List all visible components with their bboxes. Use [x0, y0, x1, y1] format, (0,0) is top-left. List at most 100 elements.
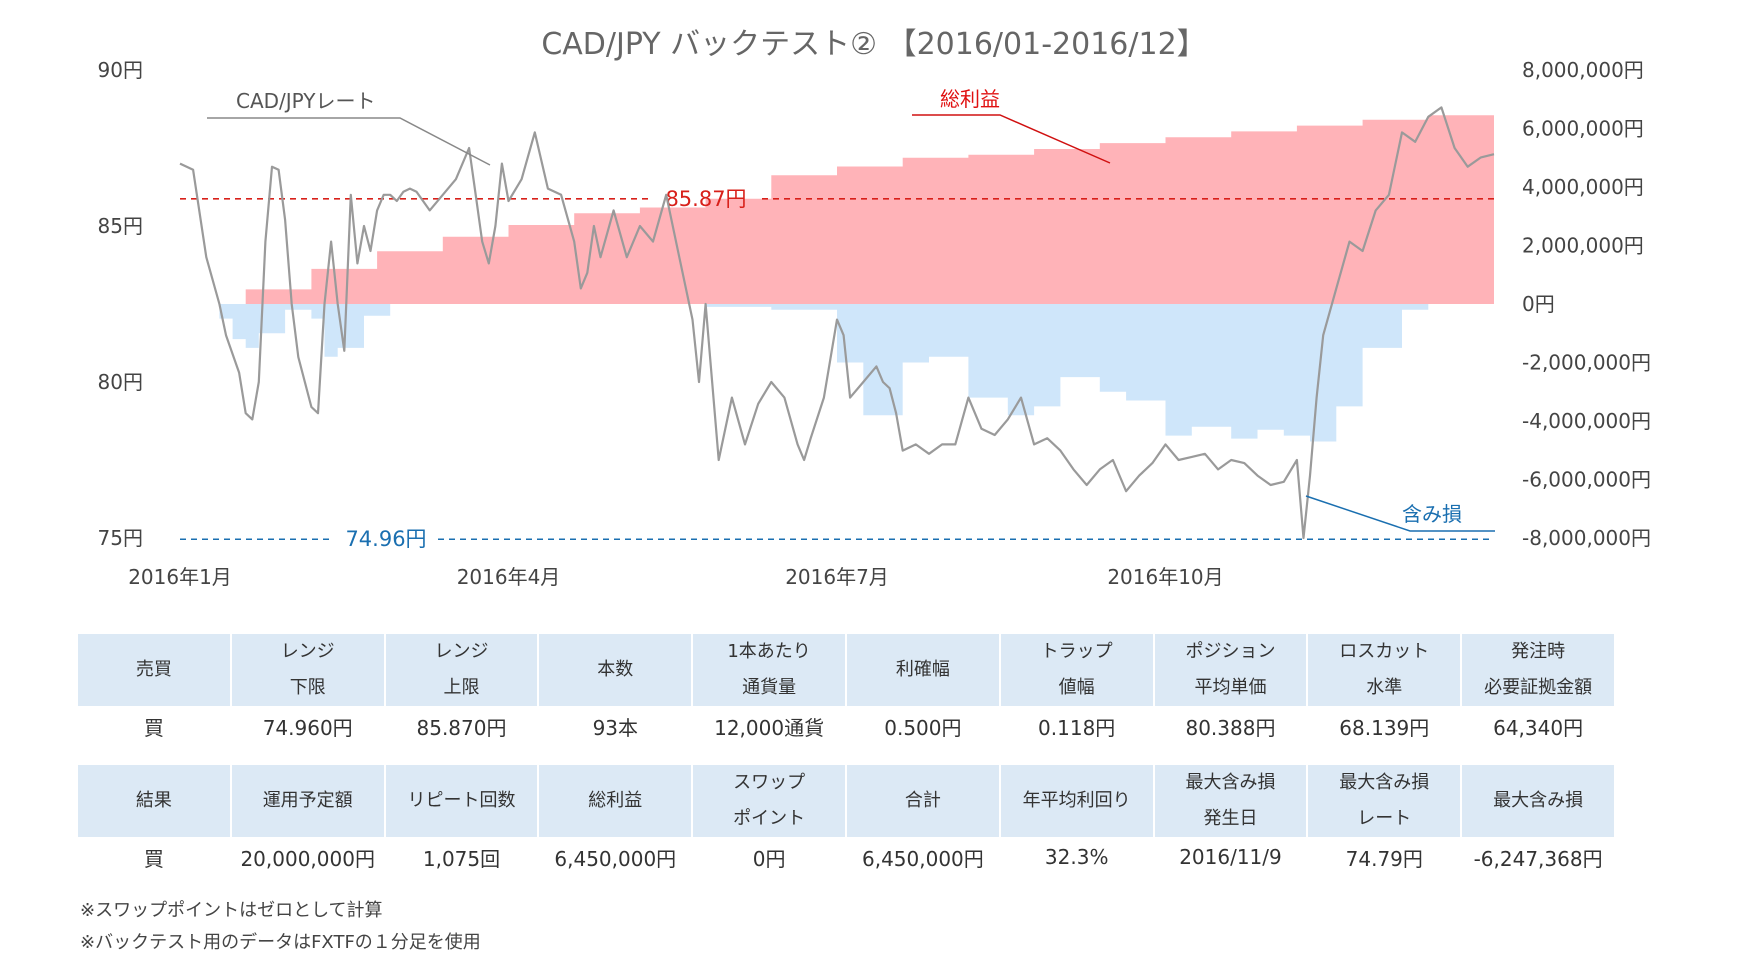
table-header-text: 総利益 [588, 790, 643, 811]
table-header-cell: 結果 [78, 765, 230, 837]
reference-line-label: 74.96円 [345, 527, 426, 551]
table-value-cell: 80.388円 [1185, 715, 1276, 740]
table-header-text: 結果 [135, 790, 172, 811]
table-value-cell: 2016/11/9 [1179, 845, 1282, 869]
table-value-cell: 0.500円 [884, 715, 962, 740]
table-header-text: ロスカット [1339, 641, 1430, 662]
area-layer [180, 115, 1494, 442]
table-header-text: 最大含み損 [1185, 772, 1276, 793]
table-header-text: 運用予定額 [262, 790, 353, 811]
table-header-cell: 総利益 [539, 765, 692, 837]
x-axis-ticks: 2016年1月 2016年4月 2016年7月 2016年10月 [128, 565, 1223, 589]
table-header-cell: 利確幅 [846, 634, 999, 706]
table-header-text: 平均単価 [1194, 677, 1267, 698]
rate-annotation-label: CAD/JPYレート [236, 89, 376, 113]
table-value-cell: 93本 [592, 715, 639, 740]
table-header-text: 利確幅 [895, 659, 950, 680]
table-value-cell: 85.870円 [416, 715, 507, 740]
table-header-text: ポイント [733, 808, 806, 829]
unrealized-loss-area [180, 304, 1494, 442]
rate-annotation-arrow [207, 117, 491, 166]
table-header-text: リピート回数 [407, 790, 516, 811]
parameters-value-row: 買 74.960円 85.870円 93本 12,000通貨 0.500円 0.118円 80… [78, 706, 1614, 746]
table-value-cell: 64,340円 [1493, 715, 1584, 740]
table-header-text: 必要証拠金額 [1484, 677, 1593, 698]
right-tick-label: 4,000,000円 [1522, 175, 1644, 199]
table-header-text: レンジ [434, 641, 489, 662]
table-header-cell: レンジ 下限 [231, 634, 384, 706]
table-header-cell: トラップ 値幅 [1000, 634, 1153, 706]
right-tick-label: 8,000,000円 [1522, 58, 1644, 82]
table-header-cell: 最大含み損 レート [1308, 765, 1461, 837]
table-header-cell: 最大含み損 [1462, 765, 1614, 837]
table-value-cell: -6,247,368円 [1473, 846, 1603, 871]
right-axis-ticks: 8,000,000円 6,000,000円 4,000,000円 2,000,000円… [1522, 58, 1651, 550]
x-tick-label: 2016年10月 [1107, 565, 1223, 589]
right-tick-label: 6,000,000円 [1522, 117, 1644, 141]
table-value-cell: 0円 [752, 846, 786, 871]
table-value-cell: 32.3% [1044, 845, 1109, 869]
table-header-cell: 最大含み損 発生日 [1154, 765, 1307, 837]
profit-annotation-label: 総利益 [940, 87, 1000, 111]
table-header-text: 発生日 [1203, 808, 1258, 829]
reference-lines: 85.87円 74.96円 [180, 187, 1494, 551]
table-value-cell: 0.118円 [1038, 715, 1116, 740]
table-value-cell: 20,000,000円 [240, 846, 375, 871]
right-tick-label: -4,000,000円 [1522, 409, 1651, 433]
unrealized-annotation-label: 含み損 [1402, 502, 1462, 526]
table-header-text: 1本あたり [727, 641, 811, 662]
table-value-cell: 74.960円 [262, 715, 353, 740]
parameters-table: 売買 レンジ 下限 レンジ 上限 本数 1本あたり 通貨量 利確幅 トラップ 値幅 ポジション 平均単価… [76, 634, 1616, 746]
results-value-row: 買 20,000,000円 1,075回 6,450,000円 0円 6,450,000円… [78, 837, 1614, 877]
table-header-cell: 本数 [539, 634, 692, 706]
table-value-cell: 買 [143, 715, 164, 740]
right-tick-label: -6,000,000円 [1522, 468, 1651, 492]
table-header-text: 下限 [289, 677, 326, 698]
table-header-text: スワップ [733, 772, 806, 793]
parameters-header-row: 売買 レンジ 下限 レンジ 上限 本数 1本あたり 通貨量 利確幅 トラップ 値幅 ポジション 平均単価… [78, 634, 1614, 706]
table-header-cell: 1本あたり通貨量 [693, 634, 845, 706]
left-tick-label: 80円 [98, 370, 143, 394]
table-header-text: 通貨量 [742, 677, 797, 698]
left-tick-label: 85円 [98, 214, 143, 238]
left-tick-label: 75円 [98, 526, 143, 550]
table-header-text: ポジション [1185, 641, 1276, 662]
table-header-text: 合計 [904, 790, 941, 811]
profit-area [180, 115, 1494, 304]
table-header-text: 本数 [597, 659, 634, 680]
right-tick-label: -2,000,000円 [1522, 351, 1651, 375]
table-header-text: 売買 [135, 659, 172, 680]
backtest-chart: CAD/JPY バックテスト② 【2016/01-2016/12】 85.87円… [98, 27, 1651, 589]
results-header-row: 結果 運用予定額 リピート回数 総利益 スワップ ポイント 合計 年平均利回り 最大含み損 発生日… [78, 765, 1614, 837]
unrealized-annotation-arrow [1305, 495, 1495, 532]
x-tick-label: 2016年4月 [457, 565, 561, 589]
table-header-text: 上限 [443, 677, 480, 698]
profit-annotation-arrow [912, 114, 1111, 164]
table-header-text: レンジ [280, 641, 335, 662]
x-tick-label: 2016年1月 [128, 565, 232, 589]
left-tick-label: 90円 [98, 58, 143, 82]
table-value-cell: 1,075回 [422, 846, 501, 871]
table-header-cell: レンジ 上限 [385, 634, 538, 706]
right-tick-label: -8,000,000円 [1522, 526, 1651, 550]
table-header-cell: 発注時 必要証拠金額 [1462, 634, 1614, 706]
table-value-cell: 6,450,000円 [861, 846, 984, 871]
table-header-text: 発注時 [1511, 641, 1566, 662]
table-header-cell: スワップ ポイント [693, 765, 845, 837]
table-header-text: 水準 [1366, 677, 1403, 698]
right-tick-label: 2,000,000円 [1522, 234, 1644, 258]
table-header-cell: 合計 [846, 765, 999, 837]
table-header-cell: 売買 [78, 634, 230, 706]
x-tick-label: 2016年7月 [785, 565, 889, 589]
left-axis-ticks: 90円 85円 80円 75円 [98, 58, 143, 550]
table-header-text: 最大含み損 [1339, 772, 1430, 793]
right-tick-label: 0円 [1522, 292, 1555, 316]
annotations: CAD/JPYレート 総利益 含み損 [207, 87, 1495, 532]
table-value-cell: 6,450,000円 [554, 846, 677, 871]
results-table: 結果 運用予定額 リピート回数 総利益 スワップ ポイント 合計 年平均利回り 最大含み損 発生日… [76, 765, 1616, 877]
footnotes: ※スワップポイントはゼロとして計算 ※バックテスト用のデータはFXTFの１分足を… [80, 895, 481, 959]
table-header-text: 最大含み損 [1493, 790, 1584, 811]
table-value-cell: 74.79円 [1345, 846, 1423, 871]
table-header-cell: リピート回数 [385, 765, 538, 837]
chart-title: CAD/JPY バックテスト② 【2016/01-2016/12】 [541, 27, 1206, 62]
